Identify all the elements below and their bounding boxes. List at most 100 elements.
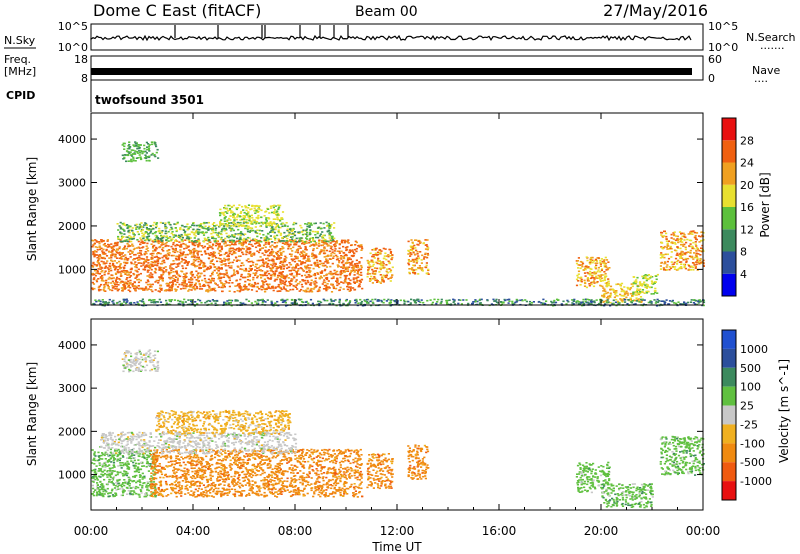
heatmap-cell (403, 299, 406, 302)
heatmap-cell (125, 154, 128, 156)
heatmap-cell (415, 239, 418, 241)
heatmap-cell (635, 297, 638, 299)
heatmap-cell (206, 266, 209, 269)
heatmap-cell (240, 241, 243, 244)
heatmap-cell (226, 274, 229, 277)
heatmap-cell (103, 287, 106, 289)
heatmap-cell (171, 284, 174, 286)
heatmap-cell (200, 231, 203, 234)
heatmap-cell (228, 249, 231, 252)
heatmap-cell (110, 259, 113, 262)
heatmap-cell (676, 238, 679, 240)
heatmap-cell (379, 282, 382, 284)
heatmap-cell (247, 225, 250, 228)
heatmap-cell (696, 247, 699, 249)
heatmap-cell (282, 268, 285, 270)
heatmap-cell (104, 265, 108, 268)
heatmap-cell (139, 249, 142, 252)
heatmap-cell (302, 280, 305, 282)
heatmap-cell (105, 248, 108, 251)
heatmap-cell (300, 263, 303, 266)
heatmap-cell (594, 258, 597, 261)
heatmap-cell (393, 300, 396, 302)
heatmap-cell (679, 257, 682, 259)
heatmap-cell (205, 268, 208, 271)
heatmap-cell (227, 262, 230, 265)
heatmap-cell (208, 254, 212, 257)
heatmap-cell (267, 243, 270, 245)
heatmap-cell (583, 272, 587, 274)
heatmap-cell (312, 249, 315, 252)
heatmap-cell (202, 283, 205, 286)
heatmap-cell (193, 241, 196, 243)
heatmap-cell (316, 265, 319, 267)
heatmap-cell (590, 283, 593, 286)
heatmap-cell (223, 229, 226, 232)
heatmap-cell (659, 265, 662, 267)
heatmap-cell (251, 217, 254, 219)
heatmap-cell (677, 301, 680, 303)
heatmap-cell (127, 225, 130, 227)
heatmap-cell (290, 233, 293, 235)
heatmap-cell (253, 219, 256, 221)
heatmap-cell (187, 299, 190, 301)
heatmap-cell (105, 279, 108, 282)
heatmap-cell (382, 301, 385, 304)
heatmap-cell (343, 254, 346, 257)
heatmap-cell (143, 235, 146, 238)
heatmap-cell (586, 278, 589, 280)
heatmap-cell (411, 242, 414, 245)
heatmap-cell (112, 247, 115, 250)
heatmap-cell (165, 257, 168, 260)
heatmap-cell (313, 272, 317, 275)
heatmap-cell (342, 282, 345, 284)
heatmap-cell (170, 269, 173, 271)
heatmap-cell (260, 237, 263, 239)
heatmap-cell (227, 236, 230, 239)
heatmap-cell (207, 278, 210, 281)
heatmap-cell (305, 229, 308, 232)
heatmap-cell (679, 239, 682, 242)
heatmap-cell (385, 258, 388, 261)
heatmap-cell (145, 261, 148, 263)
heatmap-cell (95, 251, 98, 253)
heatmap-cell (154, 267, 157, 270)
heatmap-cell (358, 269, 361, 271)
heatmap-cell (322, 265, 325, 267)
heatmap-cell (157, 262, 160, 265)
heatmap-cell (181, 235, 184, 237)
heatmap-cell (308, 225, 311, 227)
heatmap-cell (176, 250, 179, 253)
heatmap-cell (246, 228, 249, 231)
heatmap-cell (571, 302, 574, 304)
heatmap-cell (271, 205, 274, 207)
heatmap-cell (348, 301, 351, 304)
heatmap-cell (366, 302, 369, 304)
heatmap-cell (304, 233, 307, 235)
heatmap-cell (96, 241, 99, 243)
heatmap-cell (383, 255, 386, 257)
heatmap-cell (320, 227, 323, 230)
heatmap-cell (134, 253, 137, 256)
heatmap-cell (134, 266, 137, 268)
heatmap-cell (318, 286, 321, 289)
heatmap-cell (187, 249, 191, 251)
heatmap-cell (94, 250, 97, 253)
heatmap-cell (382, 262, 385, 265)
heatmap-cell (154, 271, 157, 274)
heatmap-cell (170, 271, 173, 274)
heatmap-cell (291, 232, 294, 235)
heatmap-cell (337, 283, 341, 285)
heatmap-cell (120, 232, 123, 235)
heatmap-cell (218, 276, 221, 278)
heatmap-cell (95, 300, 98, 303)
heatmap-cell (127, 145, 130, 147)
heatmap-cell (305, 267, 308, 270)
heatmap-cell (130, 267, 133, 270)
heatmap-cell (247, 227, 250, 230)
heatmap-cell (634, 299, 637, 302)
heatmap-cell (422, 258, 426, 260)
heatmap-cell (474, 299, 477, 301)
heatmap-cell (252, 284, 255, 287)
heatmap-cell (247, 273, 250, 275)
